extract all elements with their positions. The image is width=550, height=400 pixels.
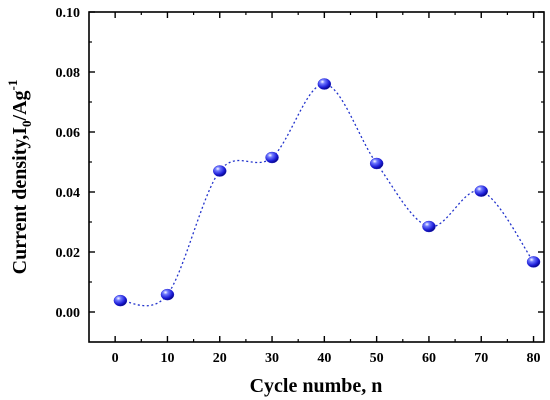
fit-curve <box>120 83 535 307</box>
plot-frame <box>88 11 545 343</box>
x-tick-label: 0 <box>112 351 119 366</box>
data-point <box>160 288 175 301</box>
x-tick-label: 60 <box>422 351 436 366</box>
y-tick-label: 0.02 <box>56 246 81 261</box>
y-axis-title-superscript: -1 <box>5 80 20 91</box>
data-point <box>526 256 541 268</box>
y-tick-label: 0.08 <box>56 66 81 81</box>
y-tick-label: 0.10 <box>56 6 81 21</box>
data-point <box>474 185 488 197</box>
x-tick-label: 20 <box>213 351 227 366</box>
x-tick-label: 10 <box>160 351 174 366</box>
y-axis-title-unit: /Ag <box>9 90 31 121</box>
x-tick-label: 80 <box>527 351 541 366</box>
y-tick-label: 0.06 <box>56 126 81 141</box>
data-point <box>265 151 279 164</box>
x-tick-label: 70 <box>474 351 488 366</box>
x-axis: 0 10 20 30 40 50 60 70 80 <box>112 12 541 366</box>
data-point <box>369 157 384 170</box>
x-tick-label: 40 <box>317 351 331 366</box>
data-point <box>422 220 436 233</box>
data-point <box>213 165 227 177</box>
data-point <box>113 294 128 307</box>
x-axis-title: Cycle numbe, n <box>250 375 383 397</box>
x-tick-label: 50 <box>370 351 384 366</box>
y-axis-title-prefix: Current density,I <box>9 127 31 275</box>
data-points <box>113 78 541 307</box>
y-tick-label: 0.00 <box>56 306 81 321</box>
x-tick-label: 30 <box>265 351 279 366</box>
data-point <box>317 78 332 90</box>
y-axis-title-subscript: 0 <box>19 120 34 127</box>
y-axis-title: Current density,I0/Ag-1 <box>5 80 34 275</box>
y-axis: 0.00 0.02 0.04 0.06 0.08 0.10 <box>56 6 544 321</box>
y-tick-label: 0.04 <box>56 186 81 201</box>
